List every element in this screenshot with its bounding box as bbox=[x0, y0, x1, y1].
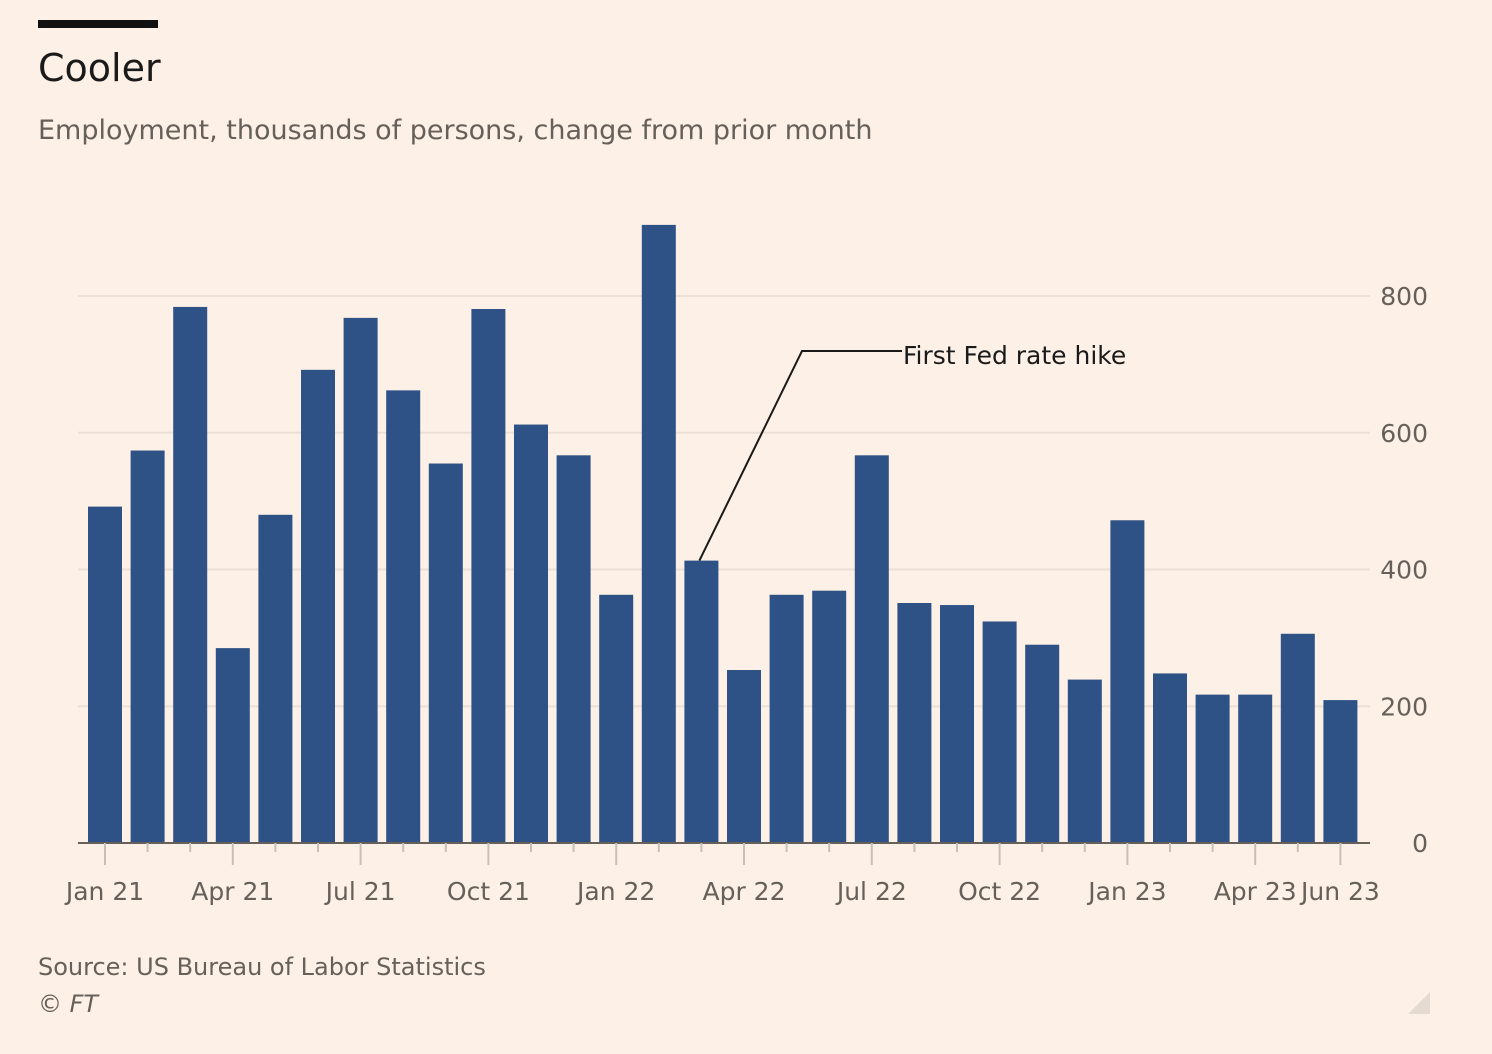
bar-may-22 bbox=[769, 594, 804, 843]
x-tick-label-apr-23: Apr 23 bbox=[1214, 877, 1297, 906]
bar-jan-23 bbox=[1110, 520, 1145, 843]
x-tick-label-jul-21: Jul 21 bbox=[324, 877, 396, 906]
bar-jun-22 bbox=[812, 590, 847, 843]
header-rule bbox=[38, 20, 158, 28]
chart-subtitle: Employment, thousands of persons, change… bbox=[38, 115, 873, 146]
bar-apr-22 bbox=[727, 670, 761, 843]
x-tick-label-apr-21: Apr 21 bbox=[191, 877, 274, 906]
bar-dec-21 bbox=[556, 455, 591, 843]
x-tick-label-jan-21: Jan 21 bbox=[64, 877, 144, 906]
bar-sep-21 bbox=[428, 463, 463, 843]
y-tick-label-400: 400 bbox=[1380, 556, 1428, 585]
bar-sep-22 bbox=[940, 605, 974, 843]
x-tick-label-jan-22: Jan 22 bbox=[575, 877, 655, 906]
source-note: Source: US Bureau of Labor Statistics bbox=[38, 953, 486, 981]
y-tick-label-800: 800 bbox=[1380, 282, 1428, 311]
employment-bar-chart: Jan 21 Apr 21 Jul 21 Oct 21 Jan 22 Apr 22 Jul … bbox=[64, 224, 1428, 906]
gridlines bbox=[78, 295, 1370, 708]
copyright-note: © FT bbox=[38, 990, 99, 1018]
bar-jul-21 bbox=[343, 317, 378, 843]
y-tick-label-600: 600 bbox=[1380, 419, 1428, 448]
annotation-label: First Fed rate hike bbox=[903, 341, 1126, 370]
x-tick-label-oct-21: Oct 21 bbox=[447, 877, 530, 906]
bar-jul-22 bbox=[854, 455, 889, 843]
bar-oct-21 bbox=[471, 308, 506, 844]
bar-feb-23 bbox=[1153, 673, 1187, 843]
bar-jun-21 bbox=[301, 369, 335, 843]
bar-jun-23 bbox=[1323, 700, 1358, 843]
x-tick-label-oct-22: Oct 22 bbox=[958, 877, 1041, 906]
chart-title: Cooler bbox=[38, 46, 161, 90]
bar-nov-22 bbox=[1025, 644, 1060, 843]
bar-nov-21 bbox=[514, 424, 548, 843]
bar-aug-22 bbox=[897, 603, 932, 843]
bar-may-23 bbox=[1280, 633, 1315, 843]
bar-feb-22 bbox=[641, 224, 676, 843]
bar-apr-21 bbox=[215, 648, 250, 843]
y-tick-label-200: 200 bbox=[1380, 692, 1428, 721]
bar-jan-22 bbox=[599, 594, 634, 843]
y-axis: 0 200 400 600 800 bbox=[1380, 282, 1428, 858]
annotation-leader bbox=[698, 350, 902, 562]
y-tick-label-0: 0 bbox=[1412, 829, 1428, 858]
bar-feb-21 bbox=[130, 450, 165, 843]
bar-mar-23 bbox=[1195, 694, 1230, 843]
bar-mar-21 bbox=[173, 306, 208, 843]
x-tick-label-apr-22: Apr 22 bbox=[702, 877, 785, 906]
bar-apr-23 bbox=[1238, 694, 1273, 843]
x-tick-label-jan-23: Jan 23 bbox=[1086, 877, 1166, 906]
bar-aug-21 bbox=[386, 390, 421, 843]
bar-dec-22 bbox=[1067, 679, 1102, 843]
bar-may-21 bbox=[258, 514, 293, 843]
x-tick-label-jun-23: Jun 23 bbox=[1299, 877, 1380, 906]
resize-handle-icon[interactable] bbox=[1408, 992, 1430, 1014]
bar-series bbox=[88, 224, 1358, 844]
bar-jan-21 bbox=[88, 506, 122, 843]
x-axis: Jan 21 Apr 21 Jul 21 Oct 21 Jan 22 Apr 22 Jul … bbox=[64, 842, 1380, 906]
bar-mar-22 bbox=[684, 560, 719, 843]
annotation: First Fed rate hike bbox=[698, 341, 1126, 562]
x-tick-label-jul-22: Jul 22 bbox=[835, 877, 907, 906]
bar-oct-22 bbox=[982, 621, 1017, 843]
